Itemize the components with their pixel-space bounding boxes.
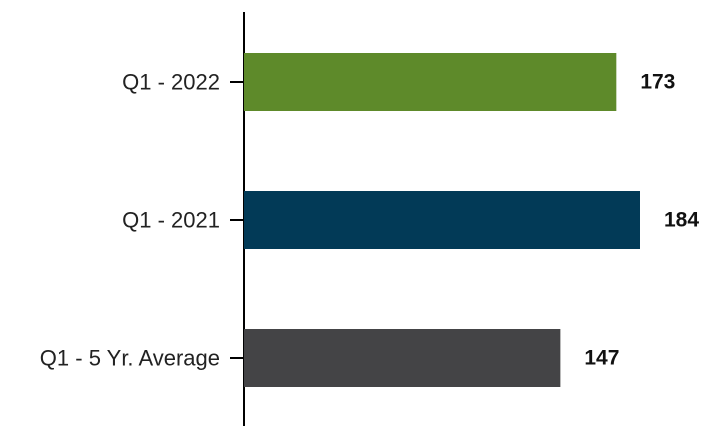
value-label-0: 173 — [640, 71, 675, 94]
bar-2 — [244, 329, 561, 387]
value-label-1: 184 — [664, 209, 699, 232]
bar-0 — [244, 53, 617, 111]
category-label-1: Q1 - 2021 — [122, 208, 220, 233]
bar-1 — [244, 191, 640, 249]
category-label-0: Q1 - 2022 — [122, 70, 220, 95]
value-label-2: 147 — [584, 347, 619, 370]
category-label-2: Q1 - 5 Yr. Average — [40, 346, 220, 371]
